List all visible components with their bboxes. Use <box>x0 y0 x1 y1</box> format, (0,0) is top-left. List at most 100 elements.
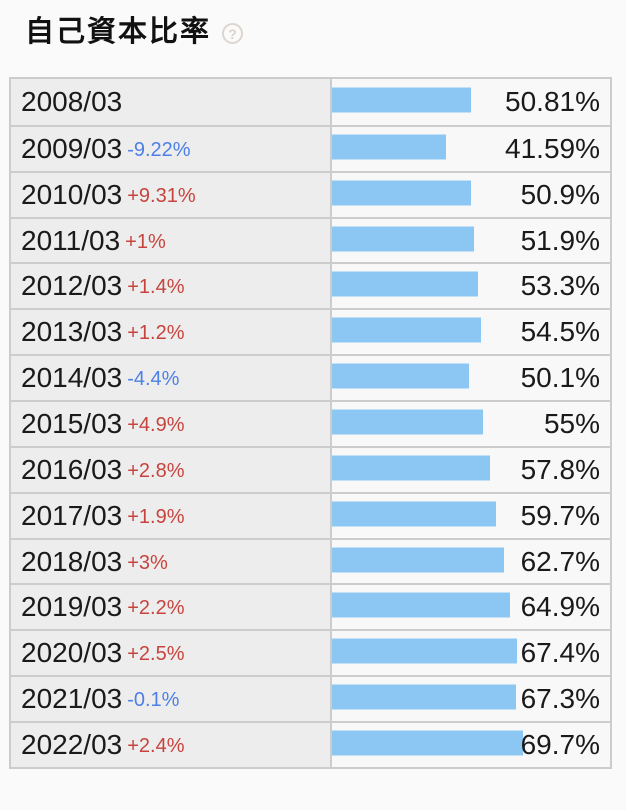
value-label: 54.5% <box>520 316 600 348</box>
period-cell: 2020/03 +2.5% <box>11 631 332 676</box>
period-cell: 2011/03 +1% <box>11 218 332 263</box>
value-bar <box>332 363 469 389</box>
question-mark-circle-icon[interactable]: ? <box>222 23 243 44</box>
table-row: 2022/03 +2.4% 69.7% <box>11 721 610 767</box>
period-label: 2017/03 <box>21 499 123 531</box>
change-label: +1.2% <box>127 322 185 345</box>
period-cell: 2021/03 -0.1% <box>11 677 332 722</box>
change-label: -0.1% <box>127 689 180 712</box>
table-row: 2012/03 +1.4% 53.3% <box>11 262 610 309</box>
period-cell: 2013/03 +1.2% <box>11 310 332 355</box>
value-bar <box>332 87 471 113</box>
period-cell: 2014/03 -4.4% <box>11 356 332 401</box>
value-bar <box>332 409 483 435</box>
value-bar <box>332 501 496 527</box>
table-row: 2020/03 +2.5% 67.4% <box>11 629 610 676</box>
value-bar <box>332 180 471 206</box>
value-bar <box>332 455 490 481</box>
period-label: 2008/03 <box>21 85 123 117</box>
period-cell: 2022/03 +2.4% <box>11 723 332 767</box>
change-label: +2.4% <box>127 734 185 757</box>
value-cell: 50.9% <box>332 172 610 217</box>
value-cell: 57.8% <box>332 447 610 492</box>
period-cell: 2008/03 <box>11 79 332 125</box>
table-row: 2013/03 +1.2% 54.5% <box>11 308 610 355</box>
value-cell: 67.4% <box>332 631 610 676</box>
period-cell: 2012/03 +1.4% <box>11 264 332 309</box>
value-label: 41.59% <box>505 132 600 164</box>
value-label: 67.4% <box>520 637 600 669</box>
change-label: +1.4% <box>127 276 185 299</box>
value-cell: 50.1% <box>332 356 610 401</box>
change-label: +9.31% <box>127 184 196 207</box>
change-label: +4.9% <box>127 413 185 436</box>
table-row: 2014/03 -4.4% 50.1% <box>11 354 610 401</box>
period-label: 2009/03 <box>21 132 123 164</box>
table-row: 2009/03 -9.22% 41.59% <box>11 124 610 171</box>
value-label: 50.1% <box>520 362 600 394</box>
change-label: +2.2% <box>127 597 185 620</box>
period-label: 2016/03 <box>21 453 123 485</box>
value-cell: 67.3% <box>332 677 610 722</box>
value-label: 50.81% <box>505 85 600 117</box>
value-bar <box>332 547 504 573</box>
value-label: 55% <box>543 407 600 439</box>
value-bar <box>332 226 474 251</box>
table-row: 2019/03 +2.2% 64.9% <box>11 583 610 630</box>
table-row: 2015/03 +4.9% 55% <box>11 400 610 446</box>
table-row: 2017/03 +1.9% 59.7% <box>11 491 610 538</box>
change-label: -9.22% <box>127 138 191 161</box>
change-label: -4.4% <box>127 368 180 391</box>
period-label: 2011/03 <box>21 224 121 256</box>
period-label: 2019/03 <box>21 591 123 623</box>
period-label: 2022/03 <box>21 728 123 760</box>
value-label: 64.9% <box>520 591 600 623</box>
period-cell: 2016/03 +2.8% <box>11 447 332 492</box>
value-label: 69.7% <box>520 728 600 760</box>
period-cell: 2017/03 +1.9% <box>11 493 332 538</box>
value-cell: 51.9% <box>332 218 610 263</box>
value-bar <box>332 317 481 343</box>
value-bar <box>332 592 510 618</box>
value-label: 57.8% <box>520 453 600 485</box>
equity-ratio-table: 2008/03 50.81% 2009/03 -9.22% 41.59% 201… <box>9 77 612 769</box>
value-cell: 50.81% <box>332 79 610 125</box>
change-label: +1.9% <box>127 505 185 528</box>
change-label: +1% <box>125 230 166 253</box>
value-bar <box>332 271 478 297</box>
period-cell: 2019/03 +2.2% <box>11 585 332 630</box>
value-bar <box>332 730 523 756</box>
page-title: 自己資本比率 <box>25 16 212 48</box>
value-cell: 59.7% <box>332 493 610 538</box>
change-label: +3% <box>127 551 168 574</box>
value-cell: 41.59% <box>332 126 610 171</box>
value-cell: 55% <box>332 402 610 446</box>
change-label: +2.8% <box>127 459 185 482</box>
value-cell: 64.9% <box>332 585 610 630</box>
period-label: 2012/03 <box>21 270 123 302</box>
period-label: 2018/03 <box>21 545 123 577</box>
value-cell: 62.7% <box>332 539 610 584</box>
period-label: 2021/03 <box>21 683 123 715</box>
period-label: 2014/03 <box>21 362 123 394</box>
value-label: 53.3% <box>520 270 600 302</box>
period-label: 2015/03 <box>21 407 123 439</box>
period-label: 2010/03 <box>21 178 123 210</box>
value-cell: 69.7% <box>332 723 610 767</box>
table-row: 2008/03 50.81% <box>11 79 610 125</box>
table-row: 2011/03 +1% 51.9% <box>11 216 610 263</box>
value-label: 67.3% <box>520 683 600 715</box>
table-row: 2016/03 +2.8% 57.8% <box>11 445 610 492</box>
value-bar <box>332 684 516 710</box>
table-row: 2010/03 +9.31% 50.9% <box>11 170 610 217</box>
period-label: 2013/03 <box>21 316 123 348</box>
value-cell: 53.3% <box>332 264 610 309</box>
value-label: 50.9% <box>520 178 600 210</box>
period-label: 2020/03 <box>21 637 123 669</box>
period-cell: 2015/03 +4.9% <box>11 402 332 446</box>
value-label: 59.7% <box>520 499 600 531</box>
table-row: 2021/03 -0.1% 67.3% <box>11 675 610 722</box>
period-cell: 2018/03 +3% <box>11 539 332 584</box>
period-cell: 2010/03 +9.31% <box>11 172 332 217</box>
